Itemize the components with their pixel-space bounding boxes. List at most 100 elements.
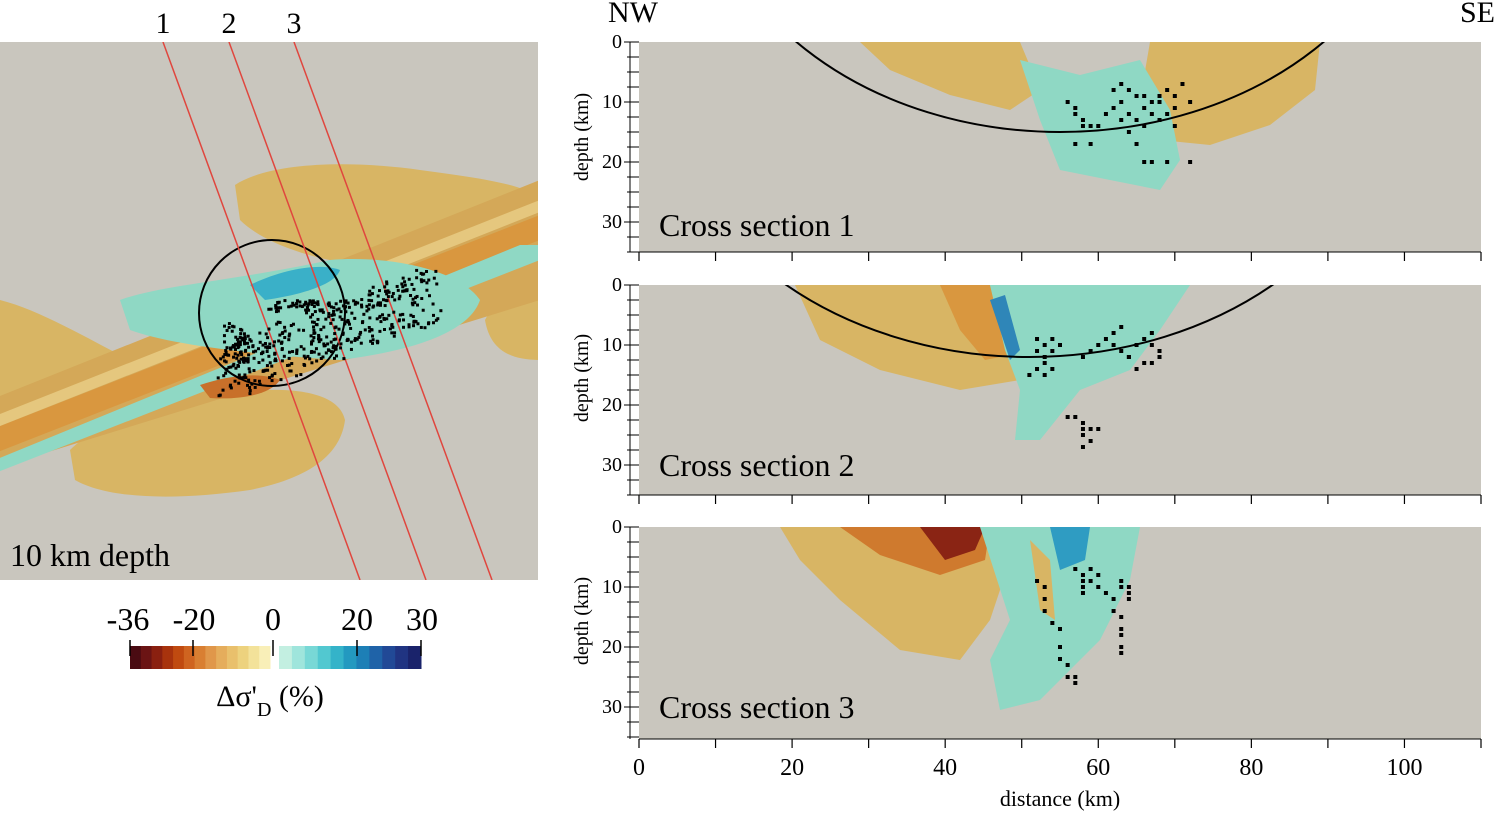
map-event	[310, 340, 314, 344]
map-event	[386, 289, 390, 293]
map-event	[347, 320, 351, 324]
map-event	[346, 318, 350, 322]
orientation-se: SE	[1460, 0, 1495, 29]
map-event	[317, 335, 321, 339]
map-event	[383, 317, 387, 321]
map-event	[421, 272, 425, 276]
map-event	[425, 288, 429, 292]
map-event	[247, 345, 251, 349]
map-event	[233, 379, 237, 383]
colorbar-tick-label: 20	[341, 601, 373, 637]
map-event	[381, 298, 385, 302]
map-event	[393, 331, 397, 335]
map-event	[316, 337, 320, 341]
xtick-label: 0	[633, 755, 645, 781]
map-event	[304, 300, 308, 304]
map-event	[236, 343, 240, 347]
map-event	[278, 321, 282, 325]
map-event	[367, 307, 371, 311]
map-event	[370, 299, 374, 303]
map-event	[219, 357, 223, 361]
map-event	[289, 304, 293, 308]
seismic-event	[1088, 567, 1093, 571]
map-event	[353, 339, 357, 343]
ytick-label: 20	[602, 394, 622, 416]
map-event	[338, 315, 342, 319]
map-event	[258, 340, 262, 344]
map-event	[239, 332, 243, 336]
map-event	[339, 310, 343, 314]
xaxis-label: distance (km)	[1000, 786, 1120, 811]
map-event	[331, 318, 335, 322]
map-event	[378, 289, 382, 293]
map-event	[327, 315, 331, 319]
map-event	[232, 355, 236, 359]
map-event	[241, 336, 245, 340]
map-event	[261, 350, 265, 354]
seismic-event	[1042, 361, 1047, 365]
seismic-event	[1157, 94, 1162, 98]
map-cyan-dark	[250, 266, 340, 300]
map-event	[267, 354, 271, 358]
map-event	[221, 388, 225, 392]
map-event	[422, 279, 426, 283]
map-event	[299, 345, 303, 349]
map-event	[371, 341, 375, 345]
map-event	[247, 353, 251, 357]
seismic-event	[1088, 427, 1093, 431]
map-event	[225, 368, 229, 372]
seismic-event	[1126, 355, 1131, 359]
map-event	[324, 317, 328, 321]
map-event	[393, 298, 397, 302]
map-event	[302, 354, 306, 358]
map-event	[371, 285, 375, 289]
section-1-yaxis: 0 10 20 30	[602, 31, 639, 253]
map-event	[416, 322, 420, 326]
colorbar-title: Δσ'D (%)	[216, 680, 324, 721]
map-event	[401, 312, 405, 316]
seismic-event	[1149, 361, 1154, 365]
map-event	[285, 364, 289, 368]
map-event	[295, 302, 299, 306]
section-3-xaxis	[638, 738, 1482, 748]
map-panel: 10 km depth 1 2 3	[0, 7, 538, 580]
map-event	[272, 344, 276, 348]
seismic-event	[1188, 160, 1193, 164]
section-2-yaxis: 0 10 20 30	[602, 274, 639, 496]
seismic-event	[1103, 591, 1108, 595]
map-event	[439, 309, 443, 313]
map-event	[398, 294, 402, 298]
map-event	[333, 344, 337, 348]
seismic-event	[1149, 100, 1154, 104]
map-event	[240, 376, 244, 380]
map-event	[309, 315, 313, 319]
map-event	[236, 340, 240, 344]
map-event	[403, 283, 407, 287]
map-event	[277, 306, 281, 310]
map-event	[243, 357, 247, 361]
map-event	[268, 376, 272, 380]
map-event	[368, 293, 372, 297]
map-event	[376, 294, 380, 298]
map-event	[370, 292, 374, 296]
map-event	[367, 303, 371, 307]
seismic-event	[1073, 567, 1078, 571]
seismic-event	[1027, 373, 1032, 377]
map-event	[243, 335, 247, 339]
map-event	[378, 314, 382, 318]
map-event	[252, 356, 256, 360]
map-event	[289, 369, 293, 373]
map-event	[313, 310, 317, 314]
map-event	[324, 351, 328, 355]
seismic-event	[1149, 160, 1154, 164]
map-event	[242, 332, 246, 336]
colorbar-swatch	[279, 646, 293, 669]
map-event	[261, 343, 265, 347]
map-event	[434, 318, 438, 322]
seismic-event	[1111, 106, 1116, 110]
map-event	[347, 305, 351, 309]
map-event	[282, 354, 286, 358]
seismic-event	[1172, 106, 1177, 110]
map-event	[355, 337, 359, 341]
map-event	[224, 351, 228, 355]
